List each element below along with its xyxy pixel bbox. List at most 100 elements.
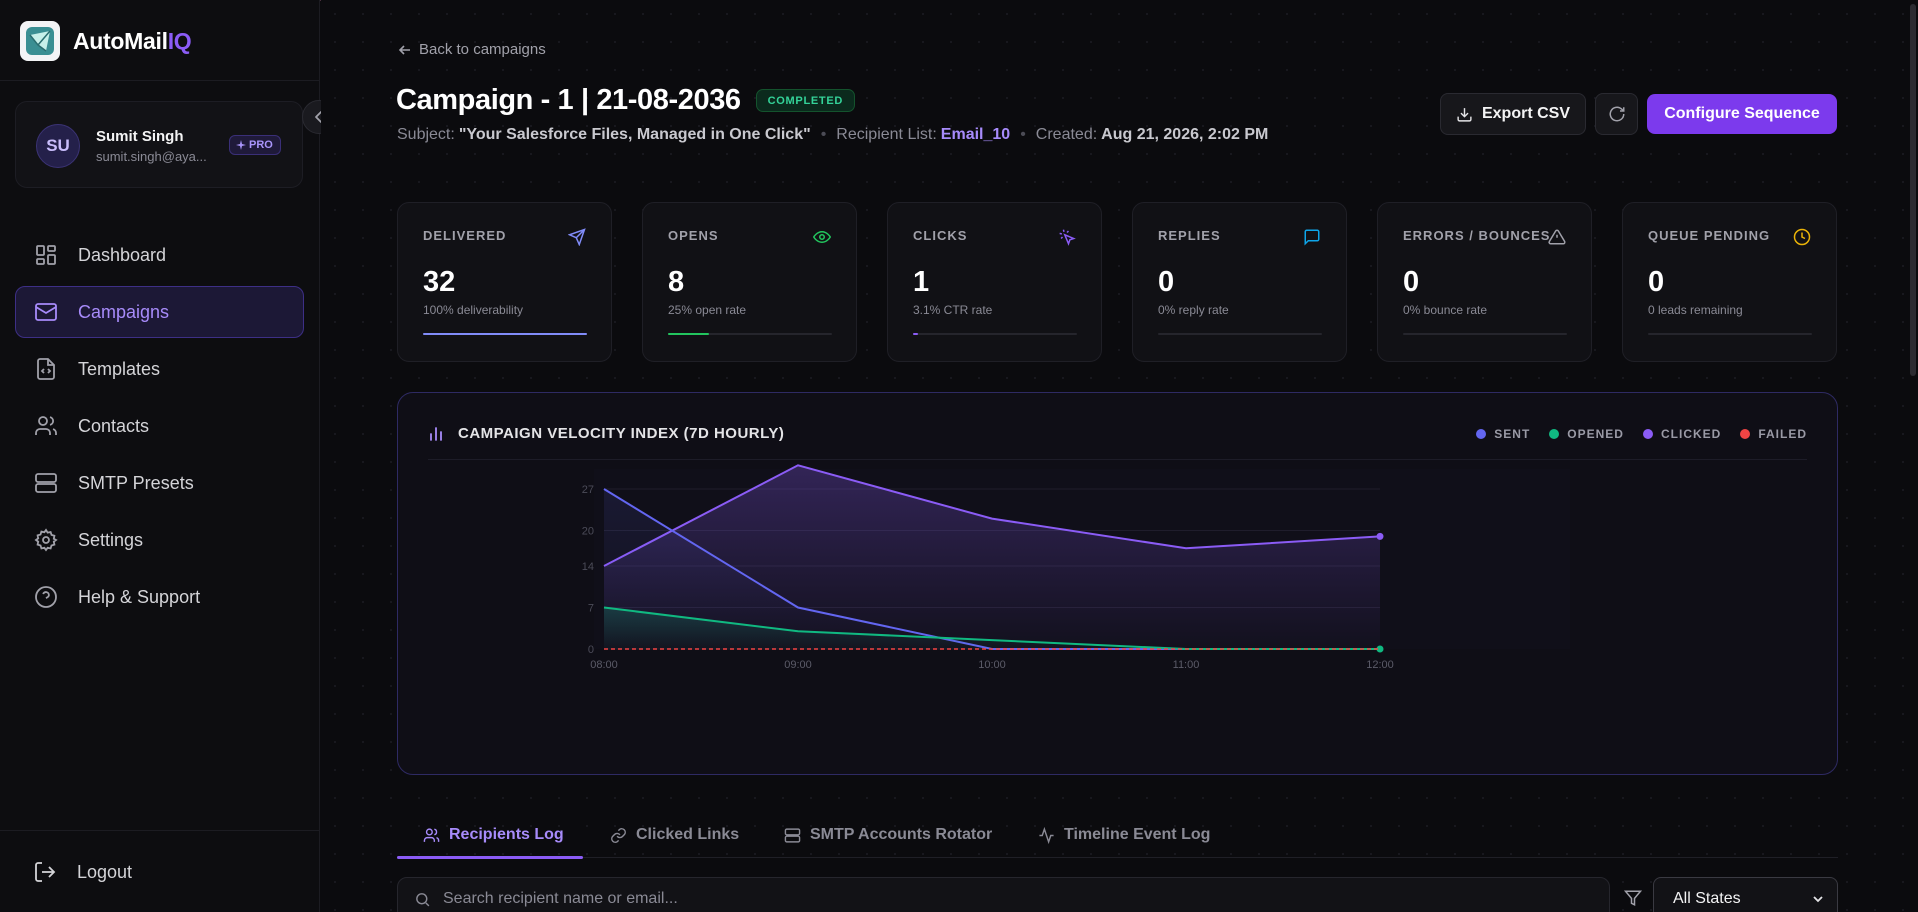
stat-card-clicks: CLICKS 1 3.1% CTR rate — [887, 202, 1102, 362]
y-tick-label: 14 — [582, 561, 594, 573]
subject-value: "Your Salesforce Files, Managed in One C… — [458, 126, 811, 143]
filter-icon[interactable] — [1623, 889, 1643, 912]
title-row: Campaign - 1 | 21-08-2036 COMPLETED — [396, 84, 856, 117]
file-code-icon — [33, 356, 59, 382]
chart-title: CAMPAIGN VELOCITY INDEX (7D HOURLY) — [458, 425, 785, 442]
recipient-list-label: Recipient List: — [836, 126, 937, 143]
stat-subtitle: 3.1% CTR rate — [913, 303, 993, 317]
sidebar-item-campaigns[interactable]: Campaigns — [15, 286, 304, 338]
search-input[interactable] — [443, 890, 1343, 908]
divider — [428, 459, 1807, 460]
stat-progress-track — [1158, 333, 1322, 335]
tab-timeline-event-log[interactable]: Timeline Event Log — [1038, 812, 1210, 858]
stat-subtitle: 0% bounce rate — [1403, 303, 1488, 317]
sidebar-item-help-support[interactable]: Help & Support — [15, 571, 304, 623]
stat-label: REPLIES — [1158, 228, 1221, 243]
refresh-button[interactable] — [1595, 93, 1638, 135]
stat-progress-track — [1403, 333, 1567, 335]
state-filter-value: All States — [1673, 890, 1741, 907]
stat-subtitle: 100% deliverability — [423, 303, 524, 317]
sidebar-item-label: Campaigns — [78, 301, 170, 322]
series-point-clicked — [1376, 532, 1384, 540]
active-tab-indicator — [397, 856, 583, 859]
sidebar-item-label: Dashboard — [78, 244, 167, 265]
legend-item-failed[interactable]: FAILED — [1740, 427, 1807, 441]
stat-progress-track — [423, 333, 587, 335]
server-icon — [784, 827, 801, 843]
campaign-meta: Subject: "Your Salesforce Files, Managed… — [397, 126, 1268, 144]
stat-progress-fill — [668, 333, 709, 335]
velocity-chart-card: CAMPAIGN VELOCITY INDEX (7D HOURLY) SENT… — [397, 392, 1838, 775]
help-icon — [33, 584, 59, 610]
server-icon — [33, 470, 59, 496]
logout-icon — [32, 859, 58, 885]
users-icon — [33, 413, 59, 439]
back-to-campaigns-link[interactable]: Back to campaigns — [398, 41, 546, 58]
chevron-left-icon — [315, 111, 322, 123]
separator-dot: • — [1020, 126, 1026, 143]
legend-item-opened[interactable]: OPENED — [1549, 427, 1624, 441]
stat-progress-track — [668, 333, 832, 335]
status-badge: COMPLETED — [755, 89, 856, 112]
stat-subtitle: 25% open rate — [668, 303, 747, 317]
y-tick-label: 7 — [588, 603, 594, 615]
stat-value: 0 — [1158, 266, 1175, 298]
series-area-clicked — [604, 465, 1380, 649]
logout-button[interactable]: Logout — [32, 859, 132, 885]
bar-chart-icon — [430, 426, 442, 441]
logout-label: Logout — [77, 861, 133, 882]
sidebar-item-settings[interactable]: Settings — [15, 514, 304, 566]
stat-label: QUEUE PENDING — [1648, 228, 1771, 243]
brand-name: AutoMailIQ — [73, 27, 192, 54]
chevron-down-icon — [1813, 896, 1823, 903]
stat-card-opens: OPENS 8 25% open rate — [642, 202, 857, 362]
stat-progress-track — [1648, 333, 1812, 335]
arrow-left-icon — [398, 44, 410, 55]
sidebar-item-templates[interactable]: Templates — [15, 343, 304, 395]
y-tick-label: 0 — [588, 644, 594, 656]
stats-row: DELIVERED 32 100% deliverability OPENS 8… — [397, 202, 1838, 362]
legend-item-clicked[interactable]: CLICKED — [1642, 427, 1721, 441]
state-filter-select[interactable]: All States — [1653, 877, 1838, 912]
clock-icon — [1792, 227, 1812, 247]
stat-progress-fill — [423, 333, 587, 335]
user-card[interactable]: SU Sumit Singh sumit.singh@aya... PRO — [15, 101, 303, 188]
configure-sequence-button[interactable]: Configure Sequence — [1647, 94, 1837, 134]
brand[interactable]: AutoMailIQ — [20, 21, 192, 61]
eye-icon — [812, 227, 832, 247]
sidebar-item-label: Help & Support — [78, 586, 201, 607]
stat-label: OPENS — [668, 228, 719, 243]
series-point-opened — [1376, 645, 1384, 653]
legend-item-sent[interactable]: SENT — [1476, 427, 1530, 441]
message-icon — [1302, 227, 1322, 247]
stat-card-delivered: DELIVERED 32 100% deliverability — [397, 202, 612, 362]
sidebar: AutoMailIQ SU Sumit Singh sumit.singh@ay… — [0, 0, 336, 912]
recipient-list-link[interactable]: Email_10 — [940, 126, 1011, 143]
refresh-icon — [1609, 106, 1624, 122]
stat-value: 8 — [668, 266, 685, 298]
stat-progress-fill — [913, 333, 919, 335]
user-email: sumit.singh@aya... — [96, 149, 207, 164]
send-icon — [567, 227, 587, 247]
scrollbar[interactable] — [1910, 4, 1916, 376]
y-tick-label: 20 — [582, 525, 594, 537]
tab-smtp-accounts-rotator[interactable]: SMTP Accounts Rotator — [784, 812, 992, 858]
sidebar-item-contacts[interactable]: Contacts — [15, 400, 304, 452]
stat-card-queue-pending: QUEUE PENDING 0 0 leads remaining — [1622, 202, 1837, 362]
legend-dot — [1549, 429, 1560, 439]
users-icon — [423, 827, 440, 842]
activity-icon — [1039, 826, 1054, 844]
mail-icon — [33, 299, 59, 325]
tab-recipients-log[interactable]: Recipients Log — [423, 812, 564, 858]
divider — [0, 80, 320, 81]
x-tick-label: 09:00 — [784, 659, 812, 671]
alert-triangle-icon — [1547, 227, 1567, 247]
export-csv-button[interactable]: Export CSV — [1440, 93, 1586, 135]
sidebar-item-dashboard[interactable]: Dashboard — [15, 229, 304, 281]
stat-progress-track — [913, 333, 1077, 335]
tab-clicked-links[interactable]: Clicked Links — [610, 812, 739, 858]
sidebar-item-smtp-presets[interactable]: SMTP Presets — [15, 457, 304, 509]
stat-card-errors-bounces: ERRORS / BOUNCES 0 0% bounce rate — [1377, 202, 1592, 362]
search-box[interactable] — [397, 877, 1610, 912]
stat-value: 1 — [913, 266, 930, 298]
